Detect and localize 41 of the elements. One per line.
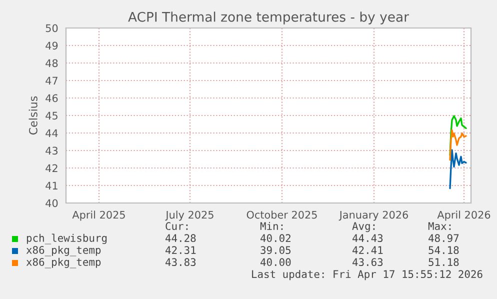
x-tick-label: October 2025 bbox=[246, 210, 317, 219]
y-tick-label: 41 bbox=[46, 182, 58, 190]
x-tick-label: July 2025 bbox=[165, 210, 214, 221]
text: 40.00 bbox=[260, 258, 291, 266]
y-tick-label: 50 bbox=[46, 24, 58, 32]
y-tick-label: 47 bbox=[46, 76, 58, 84]
y-tick-label: 49 bbox=[46, 42, 58, 50]
text: Last update: Fri Apr 17 15:55:12 2026 bbox=[252, 270, 482, 280]
x-tick-label: January 2026 bbox=[338, 210, 408, 221]
text: 40.02 bbox=[260, 234, 290, 242]
y-tick-label: 40 bbox=[46, 199, 58, 208]
text: 48.97 bbox=[428, 234, 459, 242]
text: 43.63 bbox=[352, 258, 383, 266]
x-tick-label: April 2025 bbox=[72, 210, 125, 221]
legend-label: pch_lewisburg bbox=[26, 234, 107, 244]
line-series bbox=[449, 129, 467, 161]
text: 44.28 bbox=[166, 234, 196, 242]
text: Min: bbox=[260, 222, 283, 230]
text: 44.43 bbox=[352, 234, 383, 242]
y-tick-label: 42 bbox=[46, 164, 58, 172]
text: 51.18 bbox=[428, 258, 459, 266]
y-axis-title: Celsius bbox=[28, 96, 38, 135]
y-tick-label: 44 bbox=[46, 129, 58, 137]
chart-title: ACPI Thermal zone temperatures - by year bbox=[128, 12, 410, 24]
y-tick-label: 43 bbox=[46, 146, 58, 155]
text: Max: bbox=[428, 222, 451, 230]
text: 42.41 bbox=[352, 246, 383, 254]
y-tick-label: 46 bbox=[46, 94, 58, 102]
line-series bbox=[449, 115, 467, 156]
legend-label: x86_pkg_temp bbox=[26, 258, 101, 268]
x-tick-label: April 2026 bbox=[437, 210, 490, 221]
text: Cur: bbox=[166, 222, 188, 230]
y-tick-label: 45 bbox=[46, 112, 58, 120]
y-tick-label: 48 bbox=[46, 59, 58, 68]
line-series bbox=[449, 149, 467, 190]
text: Avg: bbox=[352, 222, 375, 232]
text: 54.18 bbox=[428, 246, 459, 254]
text: 39.05 bbox=[260, 246, 291, 254]
legend-label: x86_pkg_temp bbox=[26, 246, 101, 256]
text: 43.83 bbox=[166, 258, 196, 266]
text: 42.31 bbox=[166, 246, 196, 254]
